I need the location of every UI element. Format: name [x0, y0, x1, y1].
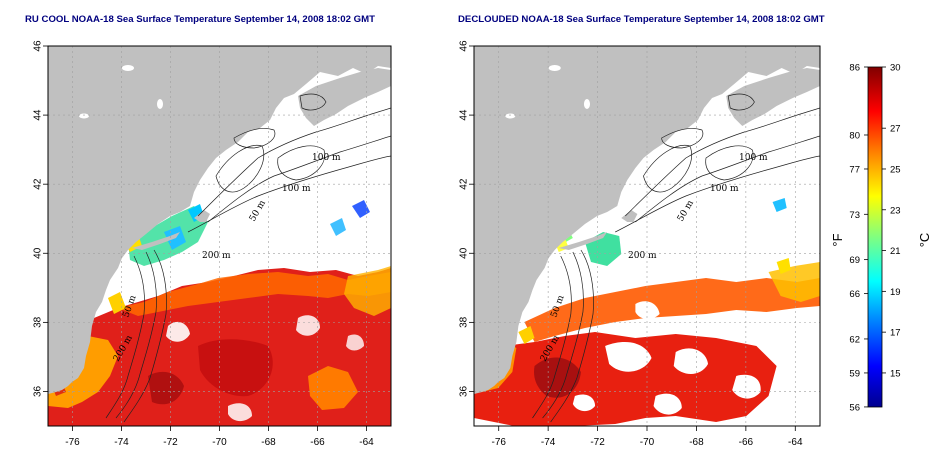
left-lat-tick-label: 44: [33, 109, 44, 121]
colorbar: 86 80 77 73 69 66 62 59 56 30 27 25 23 21 19 17 15 °F °…: [830, 63, 932, 414]
left-graticule: [48, 45, 391, 426]
colorbar-fahrenheit-ticks: 86 80 77 73 69 66 62 59 56: [849, 63, 868, 413]
left-panel-title: RU COOL NOAA-18 Sea Surface Temperature …: [25, 14, 375, 25]
colorbar-fahrenheit-tick-label: 66: [849, 289, 860, 300]
right-graticule: [474, 45, 820, 426]
left-lon-tick-label: -76: [65, 437, 80, 448]
colorbar-celsius-tick-label: 17: [890, 328, 901, 339]
colorbar-fahrenheit-unit: °F: [830, 233, 845, 246]
left-lat-tick-label: 40: [33, 247, 44, 259]
right-lat-tick-label: 46: [459, 40, 470, 52]
left-lon-tick-label: -74: [114, 437, 129, 448]
colorbar-celsius-tick-label: 30: [890, 63, 901, 74]
left-map: 100 m 100 m 50 m 200 m 50 m 200 m -76 -74…: [33, 40, 392, 448]
left-lon-tick-label: -68: [261, 437, 276, 448]
left-lat-tick-label: 38: [33, 316, 44, 328]
colorbar-fahrenheit-tick-label: 69: [849, 255, 860, 266]
colorbar-celsius-tick-label: 27: [890, 124, 901, 135]
left-contour-label-100m-a: 100 m: [312, 153, 341, 163]
colorbar-gradient: [867, 66, 883, 408]
left-lat-tick-label: 36: [33, 385, 44, 397]
right-lon-tick-label: -74: [541, 437, 556, 448]
right-lat-tick-label: 42: [459, 178, 470, 190]
left-lon-tick-label: -64: [359, 437, 374, 448]
right-lon-tick-label: -72: [590, 437, 605, 448]
colorbar-fahrenheit-tick-label: 59: [849, 368, 860, 379]
right-lat-tick-label: 38: [459, 316, 470, 328]
colorbar-fahrenheit-tick-label: 77: [849, 164, 860, 175]
left-lon-tick-label: -66: [310, 437, 325, 448]
right-lat-tick-label: 40: [459, 247, 470, 259]
left-lat-tick-label: 46: [33, 40, 44, 52]
colorbar-fahrenheit-tick-label: 56: [849, 402, 860, 413]
colorbar-celsius-unit: °C: [917, 233, 932, 248]
right-contour-label-200m-a: 200 m: [628, 251, 657, 261]
left-lon-tick-label: -72: [163, 437, 178, 448]
left-lat-tick-label: 42: [33, 178, 44, 190]
left-axis-ticks: -76 -74 -72 -70 -68 -66 -64 36 38 40 42 44 46: [33, 40, 375, 448]
right-contour-label-100m-a: 100 m: [739, 153, 768, 163]
right-contour-label-100m-b: 100 m: [710, 184, 739, 194]
colorbar-celsius-tick-label: 21: [890, 246, 901, 257]
colorbar-celsius-tick-label: 23: [890, 205, 901, 216]
colorbar-celsius-ticks: 30 27 25 23 21 19 17 15: [882, 63, 901, 379]
right-map: 100 m 100 m 50 m 200 m 50 m 200 m -76 -74…: [459, 40, 821, 448]
colorbar-fahrenheit-tick-label: 80: [849, 130, 860, 141]
colorbar-celsius-tick-label: 25: [890, 164, 901, 175]
colorbar-celsius-tick-label: 15: [890, 368, 901, 379]
right-lon-tick-label: -68: [689, 437, 704, 448]
right-lon-tick-label: -66: [739, 437, 754, 448]
right-lon-tick-label: -70: [640, 437, 655, 448]
right-lat-tick-label: 36: [459, 385, 470, 397]
colorbar-fahrenheit-tick-label: 73: [849, 210, 860, 221]
colorbar-fahrenheit-tick-label: 86: [849, 63, 860, 74]
left-contour-label-100m-b: 100 m: [282, 184, 311, 194]
colorbar-fahrenheit-tick-label: 62: [849, 334, 860, 345]
right-axis-ticks: -76 -74 -72 -70 -68 -66 -64 36 38 40 42 44 46: [459, 40, 803, 448]
right-panel-title: DECLOUDED NOAA-18 Sea Surface Temperatur…: [458, 14, 825, 25]
right-lon-tick-label: -64: [788, 437, 803, 448]
colorbar-celsius-tick-label: 19: [890, 287, 901, 298]
left-contour-label-200m-a: 200 m: [202, 251, 231, 261]
right-lon-tick-label: -76: [491, 437, 506, 448]
right-lat-tick-label: 44: [459, 109, 470, 121]
left-lon-tick-label: -70: [212, 437, 227, 448]
